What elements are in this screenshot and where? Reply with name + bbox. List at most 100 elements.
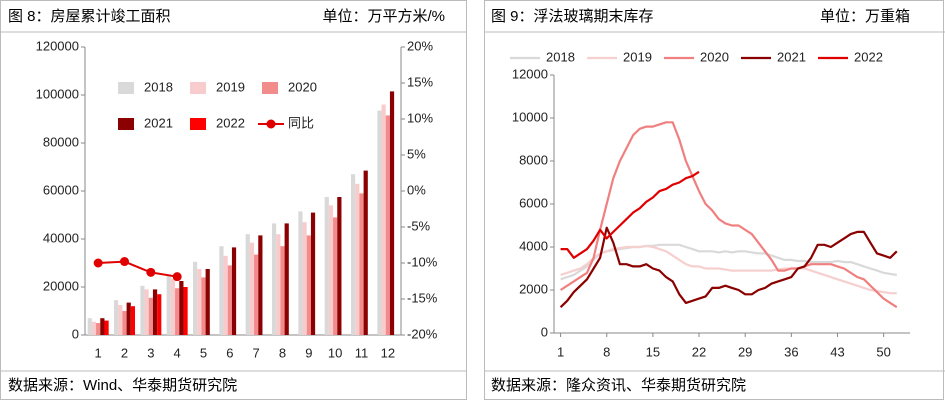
bar: [118, 305, 123, 335]
x-tick-label: 2: [121, 345, 128, 360]
y-tick-label: 80000: [43, 134, 79, 149]
legend-label: 2022: [216, 115, 245, 130]
bar: [328, 205, 334, 335]
bar: [219, 246, 224, 335]
y-tick-label: 4000: [519, 238, 548, 253]
x-tick-label: 4: [174, 345, 181, 360]
y-tick-label: 120000: [36, 38, 79, 53]
bar: [223, 255, 228, 335]
bar: [104, 320, 109, 335]
legend-label: 2019: [623, 49, 652, 64]
series-line: [559, 226, 898, 308]
bar: [337, 197, 342, 335]
bar: [381, 104, 386, 335]
x-tick-label: 10: [328, 345, 342, 360]
bar: [201, 277, 206, 335]
y-tick-label: 20000: [43, 278, 79, 293]
x-tick-label: 6: [226, 345, 233, 360]
series-line: [98, 260, 178, 278]
x-tick-label: 15: [646, 344, 660, 359]
bar: [363, 170, 368, 335]
bar: [351, 174, 356, 335]
x-tick-label: 12: [381, 345, 395, 360]
bar: [126, 302, 131, 335]
source-note: 数据来源：隆众资讯、华泰期货研究院: [491, 376, 746, 394]
series-line: [560, 244, 897, 295]
chart-title: 图 9：浮法玻璃期末库存: [491, 8, 654, 25]
y-tick-label: 15%: [407, 74, 433, 89]
bar: [114, 300, 119, 335]
bar: [272, 223, 277, 335]
bar: [122, 311, 127, 335]
y-tick-label: -5%: [407, 218, 431, 233]
bar: [193, 261, 198, 335]
x-tick-label: 50: [876, 344, 890, 359]
panel-border: [484, 0, 944, 400]
y-tick-label: -15%: [407, 290, 438, 305]
x-tick-label: 9: [305, 345, 312, 360]
bar: [389, 91, 395, 336]
legend-label: 2020: [288, 79, 317, 94]
bar: [258, 235, 263, 335]
y-tick-label: 0: [72, 326, 79, 341]
y-tick-label: -20%: [407, 326, 438, 341]
bar: [130, 306, 135, 335]
panel-border: [0, 0, 467, 400]
y-tick-label: 20%: [407, 38, 433, 53]
legend-swatch: [190, 118, 206, 130]
y-tick-label: 8000: [519, 152, 548, 167]
legend-label: 2018: [144, 79, 173, 94]
line-marker: [93, 258, 103, 268]
bar: [140, 285, 145, 335]
y-tick-label: 0: [541, 324, 548, 339]
bar: [179, 281, 184, 335]
bar: [298, 211, 303, 335]
unit-label: 单位：万重箱: [820, 8, 910, 25]
bar: [148, 297, 153, 335]
legend-swatch: [262, 82, 278, 94]
bar: [355, 183, 360, 335]
y-tick-label: 2000: [519, 281, 548, 296]
legend-swatch: [118, 118, 134, 130]
y-tick-label: 12000: [512, 66, 548, 81]
legend-label: 2021: [144, 115, 173, 130]
bar: [306, 235, 311, 335]
legend-label: 2018: [546, 49, 575, 64]
bar: [310, 212, 316, 335]
bar: [100, 318, 105, 335]
bar: [197, 269, 202, 335]
y-tick-label: -10%: [407, 254, 438, 269]
x-tick-label: 1: [95, 345, 102, 360]
bar: [166, 275, 171, 335]
legend-label: 同比: [288, 115, 314, 130]
chart-title: 图 8：房屋累计竣工面积: [8, 8, 171, 25]
x-tick-label: 1: [557, 344, 564, 359]
bar: [302, 222, 307, 335]
bar: [157, 294, 162, 335]
legend-swatch: [266, 119, 276, 129]
x-tick-label: 8: [279, 345, 286, 360]
legend-label: 2021: [777, 49, 806, 64]
line-marker: [146, 267, 156, 277]
y-tick-label: 5%: [407, 146, 426, 161]
x-tick-label: 22: [692, 344, 706, 359]
y-tick-label: 10000: [512, 109, 548, 124]
bar: [377, 110, 382, 335]
legend-label: 2022: [854, 49, 883, 64]
bar: [170, 278, 176, 335]
unit-label: 单位：万平方米/%: [322, 8, 445, 25]
x-tick-label: 43: [830, 344, 844, 359]
y-tick-label: 100000: [36, 86, 79, 101]
x-tick-label: 29: [738, 344, 752, 359]
y-tick-label: 10%: [407, 110, 433, 125]
legend-label: 2020: [700, 49, 729, 64]
x-tick-label: 11: [355, 345, 369, 360]
y-tick-label: 60000: [43, 182, 79, 197]
bar: [227, 265, 232, 335]
bar: [231, 247, 237, 335]
x-tick-label: 5: [200, 345, 207, 360]
series-line: [560, 170, 700, 259]
x-tick-label: 8: [603, 344, 610, 359]
bar: [91, 321, 97, 335]
